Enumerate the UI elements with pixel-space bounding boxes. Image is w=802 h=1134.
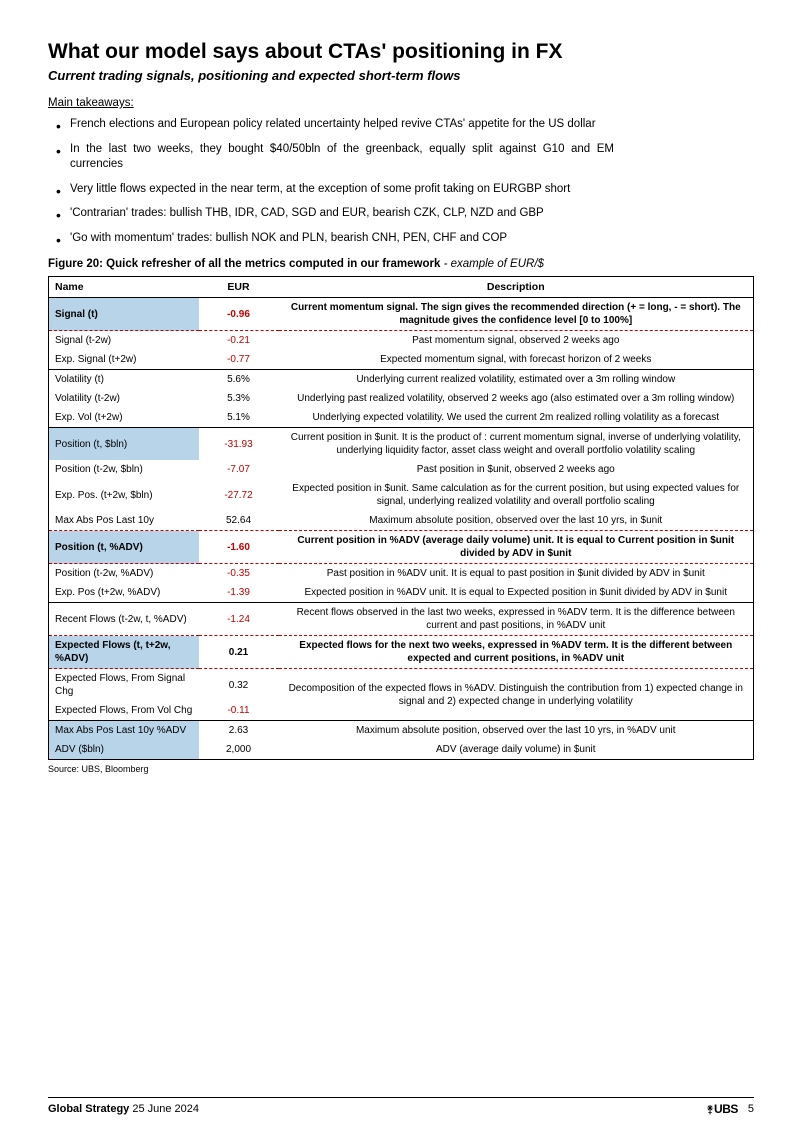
cell-value: -1.60 <box>199 531 279 564</box>
cell-desc: Recent flows observed in the last two we… <box>279 603 754 636</box>
takeaway-item: French elections and European policy rel… <box>70 117 754 133</box>
cell-desc: Expected flows for the next two weeks, e… <box>279 636 754 669</box>
cell-desc: Maximum absolute position, observed over… <box>279 721 754 741</box>
cell-value: 5.1% <box>199 408 279 428</box>
cell-value: 5.6% <box>199 370 279 390</box>
table-row: Expected Flows (t, t+2w, %ADV)0.21Expect… <box>49 636 754 669</box>
col-header-eur: EUR <box>199 277 279 298</box>
cell-value: -1.39 <box>199 583 279 603</box>
cell-desc: ADV (average daily volume) in $unit <box>279 740 754 760</box>
cell-value: -0.35 <box>199 564 279 584</box>
cell-desc: Past momentum signal, observed 2 weeks a… <box>279 331 754 351</box>
cell-name: Expected Flows, From Vol Chg <box>49 701 199 721</box>
takeaway-item: Very little flows expected in the near t… <box>70 182 754 198</box>
cell-value: 0.32 <box>199 669 279 702</box>
cell-value: -7.07 <box>199 460 279 479</box>
cell-value: -0.21 <box>199 331 279 351</box>
table-row: Position (t-2w, $bln)-7.07Past position … <box>49 460 754 479</box>
cell-name: Volatility (t-2w) <box>49 389 199 408</box>
cell-name: Position (t-2w, $bln) <box>49 460 199 479</box>
table-row: Exp. Vol (t+2w)5.1%Underlying expected v… <box>49 408 754 428</box>
cell-desc: Current momentum signal. The sign gives … <box>279 298 754 331</box>
cell-desc: Expected position in %ADV unit. It is eq… <box>279 583 754 603</box>
cell-name: Expected Flows (t, t+2w, %ADV) <box>49 636 199 669</box>
cell-desc: Maximum absolute position, observed over… <box>279 511 754 531</box>
cell-name: Volatility (t) <box>49 370 199 390</box>
cell-name: Signal (t-2w) <box>49 331 199 351</box>
cell-name: Exp. Vol (t+2w) <box>49 408 199 428</box>
cell-value: 2,000 <box>199 740 279 760</box>
page-title: What our model says about CTAs' position… <box>48 40 754 64</box>
cell-value: 52.64 <box>199 511 279 531</box>
cell-value: -1.24 <box>199 603 279 636</box>
source-text: Source: UBS, Bloomberg <box>48 764 754 774</box>
cell-desc: Past position in %ADV unit. It is equal … <box>279 564 754 584</box>
cell-desc: Expected position in $unit. Same calcula… <box>279 479 754 511</box>
cell-value: 2.63 <box>199 721 279 741</box>
takeaway-item: 'Contrarian' trades: bullish THB, IDR, C… <box>70 206 754 222</box>
footer-right: ⚵UBS 5 <box>706 1102 754 1116</box>
table-row: Exp. Pos. (t+2w, $bln)-27.72Expected pos… <box>49 479 754 511</box>
cell-name: Max Abs Pos Last 10y %ADV <box>49 721 199 741</box>
cell-value: -0.96 <box>199 298 279 331</box>
metrics-table: Name EUR Description Signal (t)-0.96Curr… <box>48 276 754 760</box>
table-row: Position (t-2w, %ADV)-0.35Past position … <box>49 564 754 584</box>
cell-name: Signal (t) <box>49 298 199 331</box>
table-row: ADV ($bln)2,000ADV (average daily volume… <box>49 740 754 760</box>
table-row: Volatility (t-2w)5.3%Underlying past rea… <box>49 389 754 408</box>
ubs-keys-icon: ⚵UBS <box>706 1102 738 1116</box>
page-subtitle: Current trading signals, positioning and… <box>48 68 754 83</box>
figure-caption-bold: Figure 20: Quick refresher of all the me… <box>48 258 440 270</box>
cell-name: Position (t-2w, %ADV) <box>49 564 199 584</box>
footer-left: Global Strategy 25 June 2024 <box>48 1103 199 1115</box>
table-row: Position (t, %ADV)-1.60Current position … <box>49 531 754 564</box>
cell-desc: Underlying current realized volatility, … <box>279 370 754 390</box>
table-row: Signal (t)-0.96Current momentum signal. … <box>49 298 754 331</box>
cell-desc: Underlying past realized volatility, obs… <box>279 389 754 408</box>
cell-name: Position (t, %ADV) <box>49 531 199 564</box>
cell-desc: Past position in $unit, observed 2 weeks… <box>279 460 754 479</box>
page-footer: Global Strategy 25 June 2024 ⚵UBS 5 <box>48 1097 754 1116</box>
footer-strategy: Global Strategy <box>48 1103 129 1115</box>
table-row: Signal (t-2w)-0.21Past momentum signal, … <box>49 331 754 351</box>
col-header-desc: Description <box>279 277 754 298</box>
figure-caption-italic: - example of EUR/$ <box>440 258 544 270</box>
takeaway-item: In the last two weeks, they bought $40/5… <box>70 142 754 173</box>
figure-caption: Figure 20: Quick refresher of all the me… <box>48 258 754 270</box>
col-header-name: Name <box>49 277 199 298</box>
cell-value: -27.72 <box>199 479 279 511</box>
cell-desc: Current position in %ADV (average daily … <box>279 531 754 564</box>
table-row: Volatility (t)5.6%Underlying current rea… <box>49 370 754 390</box>
cell-value: 0.21 <box>199 636 279 669</box>
table-row: Position (t, $bln)-31.93Current position… <box>49 428 754 461</box>
table-row: Exp. Signal (t+2w)-0.77Expected momentum… <box>49 350 754 370</box>
table-row: Max Abs Pos Last 10y52.64Maximum absolut… <box>49 511 754 531</box>
cell-value: -0.77 <box>199 350 279 370</box>
cell-value: -0.11 <box>199 701 279 721</box>
takeaways-list: French elections and European policy rel… <box>48 117 754 246</box>
cell-name: Recent Flows (t-2w, t, %ADV) <box>49 603 199 636</box>
table-row: Max Abs Pos Last 10y %ADV2.63Maximum abs… <box>49 721 754 741</box>
cell-value: 5.3% <box>199 389 279 408</box>
cell-desc: Expected momentum signal, with forecast … <box>279 350 754 370</box>
cell-desc: Current position in $unit. It is the pro… <box>279 428 754 461</box>
cell-name: Exp. Pos (t+2w, %ADV) <box>49 583 199 603</box>
table-row: Recent Flows (t-2w, t, %ADV)-1.24Recent … <box>49 603 754 636</box>
table-row: Exp. Pos (t+2w, %ADV)-1.39Expected posit… <box>49 583 754 603</box>
cell-name: Max Abs Pos Last 10y <box>49 511 199 531</box>
cell-value: -31.93 <box>199 428 279 461</box>
cell-name: Position (t, $bln) <box>49 428 199 461</box>
cell-name: Expected Flows, From Signal Chg <box>49 669 199 702</box>
cell-name: Exp. Pos. (t+2w, $bln) <box>49 479 199 511</box>
cell-desc: Underlying expected volatility. We used … <box>279 408 754 428</box>
cell-name: ADV ($bln) <box>49 740 199 760</box>
cell-name: Exp. Signal (t+2w) <box>49 350 199 370</box>
footer-date: 25 June 2024 <box>129 1103 199 1115</box>
takeaway-item: 'Go with momentum' trades: bullish NOK a… <box>70 231 754 247</box>
cell-desc: Decomposition of the expected flows in %… <box>279 669 754 721</box>
takeaways-heading: Main takeaways: <box>48 97 754 109</box>
page-number: 5 <box>748 1103 754 1115</box>
table-header-row: Name EUR Description <box>49 277 754 298</box>
table-row: Expected Flows, From Signal Chg0.32Decom… <box>49 669 754 702</box>
